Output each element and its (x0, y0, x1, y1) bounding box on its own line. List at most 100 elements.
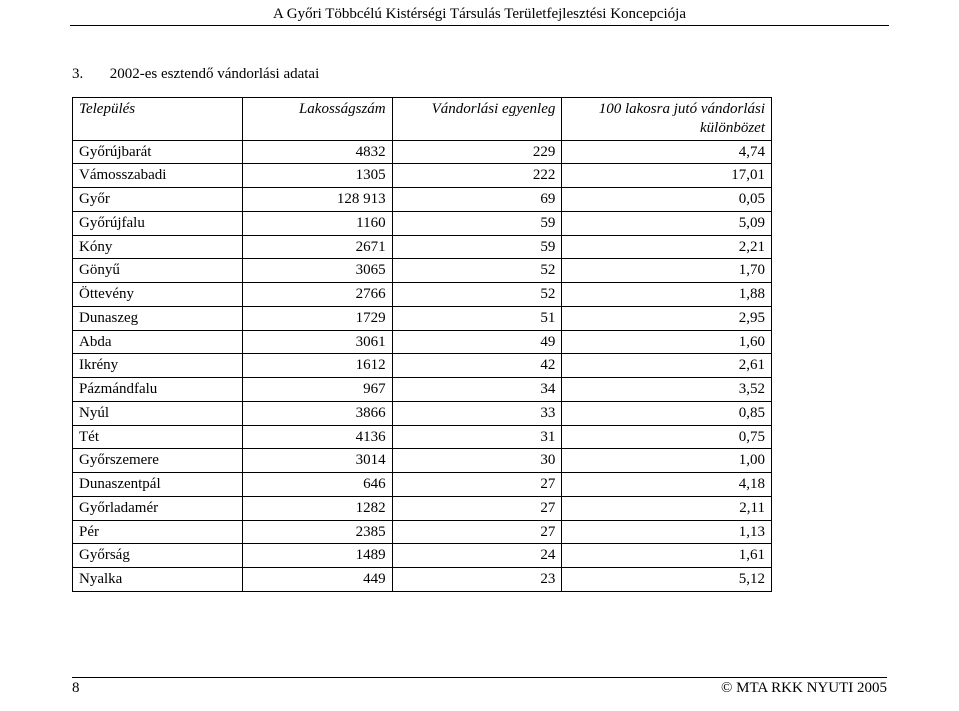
cell-population: 1729 (242, 306, 392, 330)
cell-population: 1160 (242, 211, 392, 235)
cell-population: 449 (242, 568, 392, 592)
cell-population: 128 913 (242, 188, 392, 212)
cell-balance: 42 (392, 354, 562, 378)
page-footer: 8 © MTA RKK NYUTI 2005 (72, 677, 887, 697)
table-row: Pér2385271,13 (73, 520, 772, 544)
table-row: Gönyű3065521,70 (73, 259, 772, 283)
col-header-settlement: Település (73, 98, 243, 141)
running-title: A Győri Többcélú Kistérségi Társulás Ter… (0, 0, 959, 25)
table-row: Nyalka449235,12 (73, 568, 772, 592)
cell-population: 2671 (242, 235, 392, 259)
cell-settlement: Öttevény (73, 283, 243, 307)
cell-population: 4136 (242, 425, 392, 449)
cell-settlement: Nyúl (73, 401, 243, 425)
cell-per100: 0,85 (562, 401, 772, 425)
cell-settlement: Győr (73, 188, 243, 212)
cell-balance: 51 (392, 306, 562, 330)
cell-population: 2385 (242, 520, 392, 544)
section-number: 3. (72, 66, 106, 83)
migration-table: Település Lakosságszám Vándorlási egyenl… (72, 97, 772, 592)
cell-settlement: Pázmándfalu (73, 378, 243, 402)
cell-population: 1305 (242, 164, 392, 188)
cell-settlement: Ikrény (73, 354, 243, 378)
cell-balance: 59 (392, 235, 562, 259)
cell-per100: 1,88 (562, 283, 772, 307)
cell-balance: 229 (392, 140, 562, 164)
cell-population: 1489 (242, 544, 392, 568)
cell-balance: 23 (392, 568, 562, 592)
cell-settlement: Tét (73, 425, 243, 449)
header-rule (70, 25, 889, 26)
cell-per100: 4,18 (562, 473, 772, 497)
cell-per100: 1,70 (562, 259, 772, 283)
table-row: Győrladamér1282272,11 (73, 496, 772, 520)
table-row: Nyúl3866330,85 (73, 401, 772, 425)
col-header-population: Lakosságszám (242, 98, 392, 141)
cell-settlement: Abda (73, 330, 243, 354)
cell-per100: 4,74 (562, 140, 772, 164)
cell-balance: 34 (392, 378, 562, 402)
cell-population: 646 (242, 473, 392, 497)
page: A Győri Többcélú Kistérségi Társulás Ter… (0, 0, 959, 711)
cell-per100: 3,52 (562, 378, 772, 402)
cell-balance: 33 (392, 401, 562, 425)
cell-population: 967 (242, 378, 392, 402)
cell-per100: 17,01 (562, 164, 772, 188)
cell-settlement: Pér (73, 520, 243, 544)
cell-per100: 1,60 (562, 330, 772, 354)
cell-settlement: Győrság (73, 544, 243, 568)
table-row: Öttevény2766521,88 (73, 283, 772, 307)
cell-per100: 5,09 (562, 211, 772, 235)
cell-settlement: Kóny (73, 235, 243, 259)
table-row: Győr128 913690,05 (73, 188, 772, 212)
cell-balance: 59 (392, 211, 562, 235)
cell-settlement: Győrladamér (73, 496, 243, 520)
table-row: Tét4136310,75 (73, 425, 772, 449)
cell-settlement: Nyalka (73, 568, 243, 592)
table-row: Győrszemere3014301,00 (73, 449, 772, 473)
cell-population: 3065 (242, 259, 392, 283)
cell-per100: 1,61 (562, 544, 772, 568)
cell-balance: 24 (392, 544, 562, 568)
cell-settlement: Győrújfalu (73, 211, 243, 235)
cell-balance: 52 (392, 259, 562, 283)
table-row: Győrújbarát48322294,74 (73, 140, 772, 164)
footer-copyright: © MTA RKK NYUTI 2005 (721, 680, 887, 697)
cell-balance: 27 (392, 496, 562, 520)
cell-balance: 69 (392, 188, 562, 212)
cell-per100: 0,05 (562, 188, 772, 212)
cell-balance: 31 (392, 425, 562, 449)
table-row: Kóny2671592,21 (73, 235, 772, 259)
cell-per100: 5,12 (562, 568, 772, 592)
table-row: Győrújfalu1160595,09 (73, 211, 772, 235)
cell-per100: 2,11 (562, 496, 772, 520)
cell-settlement: Dunaszeg (73, 306, 243, 330)
table-row: Pázmándfalu967343,52 (73, 378, 772, 402)
cell-settlement: Győrújbarát (73, 140, 243, 164)
cell-balance: 52 (392, 283, 562, 307)
cell-per100: 1,00 (562, 449, 772, 473)
table-row: Dunaszeg1729512,95 (73, 306, 772, 330)
cell-settlement: Győrszemere (73, 449, 243, 473)
table-row: Dunaszentpál646274,18 (73, 473, 772, 497)
page-number: 8 (72, 680, 80, 697)
table-row: Ikrény1612422,61 (73, 354, 772, 378)
table-header-row: Település Lakosságszám Vándorlási egyenl… (73, 98, 772, 141)
cell-balance: 27 (392, 473, 562, 497)
cell-balance: 49 (392, 330, 562, 354)
cell-settlement: Vámosszabadi (73, 164, 243, 188)
col-header-balance: Vándorlási egyenleg (392, 98, 562, 141)
section-heading: 3. 2002-es esztendő vándorlási adatai (72, 66, 959, 83)
cell-per100: 1,13 (562, 520, 772, 544)
cell-population: 2766 (242, 283, 392, 307)
table-row: Győrság1489241,61 (73, 544, 772, 568)
col-header-per100-line1: 100 lakosra jutó vándorlási (568, 100, 765, 119)
cell-balance: 222 (392, 164, 562, 188)
cell-per100: 0,75 (562, 425, 772, 449)
cell-per100: 2,61 (562, 354, 772, 378)
cell-population: 1282 (242, 496, 392, 520)
cell-settlement: Dunaszentpál (73, 473, 243, 497)
cell-balance: 30 (392, 449, 562, 473)
col-header-per100-line2: különbözet (568, 119, 765, 138)
cell-population: 3014 (242, 449, 392, 473)
